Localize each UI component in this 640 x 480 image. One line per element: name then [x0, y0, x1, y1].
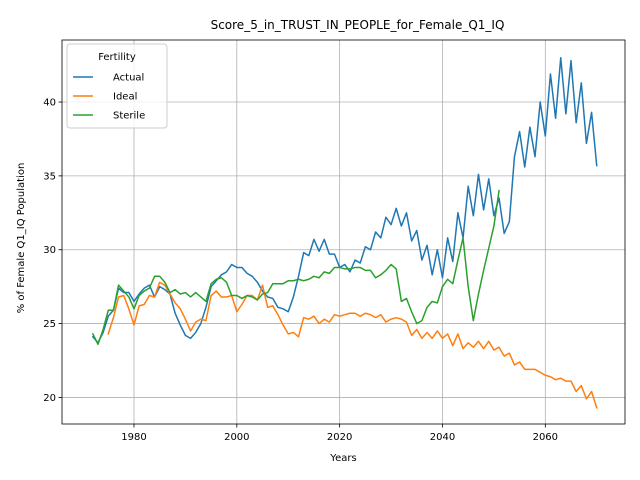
legend-label-sterile: Sterile [113, 111, 145, 122]
series-layer [91, 56, 598, 409]
legend-title: Fertility [98, 52, 136, 63]
series-line-sterile [91, 189, 500, 345]
axis-ticks: 1980 2000 2020 2040 2060 20 25 30 35 40 [43, 98, 558, 443]
x-tick-label: 1980 [121, 432, 146, 443]
legend-entries: Actual Ideal Sterile [73, 73, 145, 122]
legend-label-ideal: Ideal [113, 92, 137, 103]
y-tick-label: 25 [43, 319, 56, 330]
y-axis-title: % of Female Q1_IQ Population [16, 163, 27, 314]
y-tick-label: 40 [43, 98, 56, 109]
legend-box [66, 43, 168, 129]
x-axis-title: Years [329, 453, 356, 464]
series-line-actual [91, 56, 598, 344]
y-tick-label: 30 [43, 245, 56, 256]
grid [62, 40, 625, 424]
y-tick-label: 35 [43, 171, 56, 182]
y-tick-label: 20 [43, 393, 56, 404]
legend-label-actual: Actual [113, 73, 144, 84]
legend: Fertility Actual Ideal Sterile [66, 43, 168, 129]
x-tick-label: 2000 [224, 432, 249, 443]
x-tick-label: 2020 [327, 432, 352, 443]
x-tick-label: 2040 [430, 432, 455, 443]
x-tick-label: 2060 [533, 432, 558, 443]
series-line-ideal [107, 281, 598, 409]
plot-frame [61, 39, 626, 425]
chart-title: Score_5_in_TRUST_IN_PEOPLE_for_Female_Q1… [211, 18, 505, 32]
